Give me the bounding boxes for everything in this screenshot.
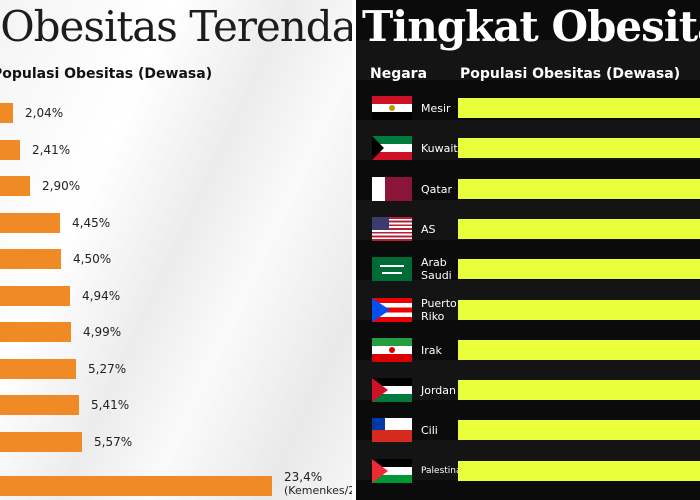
bar-value-label: 4,94% bbox=[82, 288, 121, 303]
bar-value-label: 5,41% bbox=[91, 398, 130, 412]
country-label: Irak bbox=[421, 343, 442, 357]
right-chart-title: Tingkat Obesitas T bbox=[362, 2, 700, 51]
stripe bbox=[356, 0, 700, 40]
orange-bar bbox=[0, 285, 70, 306]
country-label: Cili bbox=[421, 424, 438, 438]
iran-flag-icon bbox=[372, 337, 412, 362]
orange-bar bbox=[0, 322, 71, 342]
orange-bar bbox=[0, 176, 30, 196]
yellow-bar bbox=[458, 460, 700, 481]
high-obesity-panel: Tingkat Obesitas T Negara Populasi Obesi… bbox=[356, 0, 700, 500]
country-label: Mesir bbox=[421, 102, 451, 115]
puerto-rico-flag-icon bbox=[372, 297, 412, 322]
orange-bar bbox=[0, 395, 79, 415]
country-label: Palestina bbox=[421, 465, 462, 476]
yellow-bar bbox=[458, 138, 700, 159]
yellow-bar bbox=[458, 259, 700, 280]
orange-bar bbox=[0, 358, 76, 379]
yellow-bar bbox=[458, 420, 700, 441]
yellow-bar bbox=[458, 380, 700, 401]
orange-bar bbox=[0, 249, 61, 269]
yellow-bar bbox=[458, 178, 700, 199]
left-chart-title: t Obesitas Terendah bbox=[0, 2, 352, 51]
bar-value-label: 2,04% bbox=[25, 106, 64, 120]
qatar-flag-icon bbox=[372, 176, 412, 201]
yellow-bar bbox=[458, 339, 700, 360]
population-column-header: Populasi Obesitas (Dewasa) bbox=[460, 66, 681, 82]
yellow-bar bbox=[458, 218, 700, 239]
orange-bar bbox=[0, 476, 272, 496]
bar-value-label: 4,99% bbox=[83, 325, 122, 339]
country-label: AS bbox=[421, 222, 436, 236]
yellow-bar bbox=[458, 299, 700, 320]
chile-flag-icon bbox=[372, 418, 412, 443]
bar-value-label: 4,45% bbox=[72, 215, 111, 230]
stripe bbox=[356, 480, 700, 500]
low-obesity-panel: t Obesitas Terendah Populasi Obesitas (D… bbox=[0, 0, 352, 500]
panel-divider bbox=[352, 0, 356, 500]
egypt-flag-icon bbox=[372, 96, 412, 120]
country-label: Jordan bbox=[421, 384, 456, 398]
source-note: (Kemenkes/20 bbox=[284, 484, 352, 497]
country-label: Kuwait bbox=[421, 142, 458, 156]
bar-value-label: 2,41% bbox=[32, 142, 71, 157]
kuwait-flag-icon bbox=[372, 136, 412, 161]
bar-value-label: 23,4% bbox=[284, 470, 323, 484]
left-column-header: Populasi Obesitas (Dewasa) bbox=[0, 66, 213, 82]
palestine-flag-icon bbox=[372, 458, 412, 483]
country-label: Arab Saudi bbox=[421, 256, 452, 283]
orange-bar bbox=[0, 103, 13, 123]
orange-bar bbox=[0, 139, 20, 160]
bar-value-label: 2,90% bbox=[42, 179, 81, 193]
country-label: Puerto Riko bbox=[421, 296, 457, 323]
bar-value-label: 5,27% bbox=[88, 361, 127, 376]
stripe bbox=[356, 40, 700, 80]
bar-value-label: 5,57% bbox=[94, 434, 133, 449]
country-label: Qatar bbox=[421, 182, 452, 196]
country-column-header: Negara bbox=[370, 66, 428, 82]
saudi-flag-icon bbox=[372, 257, 412, 282]
orange-bar bbox=[0, 431, 82, 452]
orange-bar bbox=[0, 212, 60, 233]
yellow-bar bbox=[458, 98, 700, 118]
usa-flag-icon bbox=[372, 216, 412, 241]
jordan-flag-icon bbox=[372, 378, 412, 403]
bar-value-label: 4,50% bbox=[73, 252, 112, 266]
